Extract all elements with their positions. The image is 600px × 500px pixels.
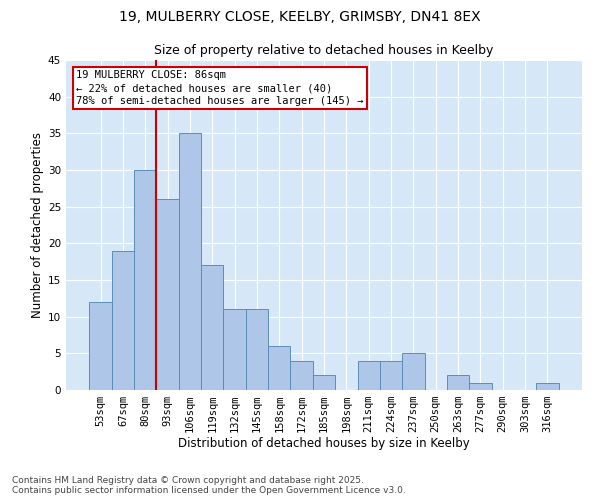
Text: 19 MULBERRY CLOSE: 86sqm
← 22% of detached houses are smaller (40)
78% of semi-d: 19 MULBERRY CLOSE: 86sqm ← 22% of detach… (76, 70, 364, 106)
Bar (290, 360, 313, 390)
Bar (134, 170, 157, 390)
Bar (157, 200, 179, 390)
X-axis label: Distribution of detached houses by size in Keelby: Distribution of detached houses by size … (178, 436, 470, 450)
Bar (536, 382, 559, 390)
Bar (447, 376, 469, 390)
Text: Contains HM Land Registry data © Crown copyright and database right 2025.
Contai: Contains HM Land Registry data © Crown c… (12, 476, 406, 495)
Bar (112, 250, 134, 390)
Bar (89, 302, 112, 390)
Bar (402, 354, 425, 390)
Bar (201, 266, 223, 390)
Y-axis label: Number of detached properties: Number of detached properties (31, 132, 44, 318)
Bar (358, 360, 380, 390)
Bar (268, 346, 290, 390)
Bar (380, 360, 402, 390)
Bar (179, 134, 201, 390)
Text: 19, MULBERRY CLOSE, KEELBY, GRIMSBY, DN41 8EX: 19, MULBERRY CLOSE, KEELBY, GRIMSBY, DN4… (119, 10, 481, 24)
Bar (313, 376, 335, 390)
Title: Size of property relative to detached houses in Keelby: Size of property relative to detached ho… (154, 44, 494, 58)
Bar (246, 310, 268, 390)
Bar (223, 310, 246, 390)
Bar (469, 382, 491, 390)
